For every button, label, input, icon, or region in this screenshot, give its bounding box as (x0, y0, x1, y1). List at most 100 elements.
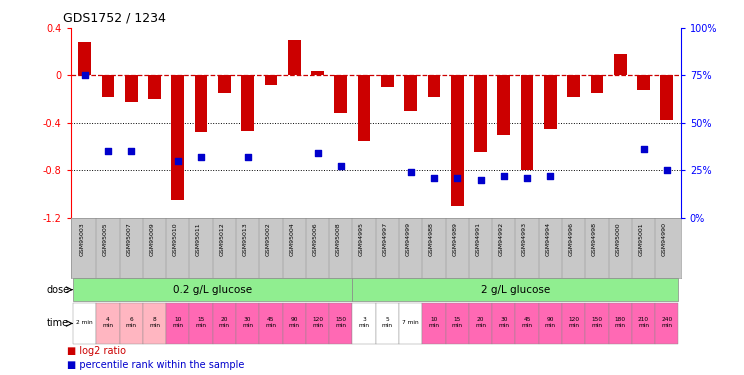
Bar (143, 303, 166, 344)
Text: GSM95000: GSM95000 (615, 222, 620, 256)
Point (195, 154, 207, 160)
Bar (404, 75, 417, 111)
Bar (148, 75, 161, 99)
Bar (655, 303, 679, 344)
Text: 0.2 g/L glucose: 0.2 g/L glucose (173, 285, 252, 295)
Bar (498, 75, 510, 135)
Text: ■ percentile rank within the sample: ■ percentile rank within the sample (67, 360, 244, 369)
Text: time: time (47, 318, 69, 328)
Text: GSM95003: GSM95003 (80, 222, 85, 256)
Bar (260, 303, 283, 344)
Text: 10
min: 10 min (429, 317, 440, 328)
Bar (637, 75, 650, 90)
Text: 90
min: 90 min (545, 317, 556, 328)
Bar (311, 71, 324, 75)
Text: 90
min: 90 min (289, 317, 300, 328)
Text: 120
min: 120 min (312, 317, 323, 328)
Point (79, 72, 91, 78)
Point (312, 150, 324, 156)
Bar (567, 75, 580, 97)
Text: GSM95005: GSM95005 (103, 222, 108, 256)
Text: GSM95008: GSM95008 (336, 222, 341, 256)
Point (335, 164, 347, 170)
Bar (190, 303, 213, 344)
Bar (236, 303, 260, 344)
Text: 3
min: 3 min (359, 317, 370, 328)
Text: 2 min: 2 min (77, 320, 93, 325)
Text: GSM95002: GSM95002 (266, 222, 271, 256)
Text: 30
min: 30 min (242, 317, 253, 328)
Text: 10
min: 10 min (173, 317, 183, 328)
Text: GSM94998: GSM94998 (592, 222, 597, 256)
Text: GSM94997: GSM94997 (382, 222, 388, 256)
Text: 20
min: 20 min (475, 317, 486, 328)
Bar (399, 303, 423, 344)
Text: 120
min: 120 min (568, 317, 580, 328)
Bar (609, 303, 632, 344)
Bar (120, 303, 143, 344)
Text: 7 min: 7 min (403, 320, 419, 325)
Bar (446, 303, 469, 344)
Point (661, 167, 673, 173)
Bar (591, 75, 603, 93)
Bar (195, 75, 208, 132)
Text: GSM95007: GSM95007 (126, 222, 131, 256)
Text: 4
min: 4 min (103, 317, 113, 328)
Text: GSM95012: GSM95012 (219, 222, 225, 256)
Text: GSM94996: GSM94996 (568, 222, 574, 256)
Text: 150
min: 150 min (591, 317, 603, 328)
Bar (423, 303, 446, 344)
Bar (334, 75, 347, 113)
Bar (451, 75, 464, 206)
Point (102, 148, 114, 154)
Text: dose: dose (46, 285, 69, 295)
Text: 5
min: 5 min (382, 317, 393, 328)
Point (452, 175, 464, 181)
Bar (73, 278, 353, 302)
Bar (586, 303, 609, 344)
Text: GSM94992: GSM94992 (498, 222, 504, 256)
Text: GSM95010: GSM95010 (173, 222, 178, 256)
Bar (492, 303, 516, 344)
Text: GSM94990: GSM94990 (662, 222, 667, 256)
Bar (661, 75, 673, 120)
Text: GSM95013: GSM95013 (243, 222, 248, 256)
Text: GSM94988: GSM94988 (429, 222, 434, 256)
Bar (516, 303, 539, 344)
Text: 6
min: 6 min (126, 317, 137, 328)
Bar (213, 303, 236, 344)
Text: ■ log2 ratio: ■ log2 ratio (67, 346, 126, 356)
Text: 15
min: 15 min (452, 317, 463, 328)
Text: GSM95004: GSM95004 (289, 222, 294, 256)
Bar (306, 303, 329, 344)
Bar (381, 75, 394, 87)
Bar (469, 303, 492, 344)
Text: GSM94995: GSM94995 (359, 222, 364, 256)
Text: 20
min: 20 min (219, 317, 230, 328)
Text: 30
min: 30 min (498, 317, 510, 328)
Text: GSM95006: GSM95006 (312, 222, 318, 256)
Bar (78, 42, 91, 75)
Bar (544, 75, 557, 129)
Text: 2 g/L glucose: 2 g/L glucose (481, 285, 550, 295)
Bar (125, 75, 138, 102)
Point (498, 173, 510, 179)
Text: GSM94994: GSM94994 (545, 222, 551, 256)
Bar (265, 75, 278, 85)
Bar (632, 303, 655, 344)
Text: 210
min: 210 min (638, 317, 649, 328)
Bar (358, 75, 371, 141)
Text: 180
min: 180 min (615, 317, 626, 328)
Text: GDS1752 / 1234: GDS1752 / 1234 (63, 11, 166, 24)
Bar (329, 303, 353, 344)
Bar (73, 303, 96, 344)
Text: 8
min: 8 min (149, 317, 160, 328)
Point (638, 146, 650, 152)
Text: 240
min: 240 min (661, 317, 673, 328)
Text: GSM94999: GSM94999 (405, 222, 411, 256)
Bar (96, 303, 120, 344)
Point (521, 175, 533, 181)
Text: GSM95001: GSM95001 (638, 222, 644, 256)
Bar (474, 75, 487, 152)
Bar (376, 303, 399, 344)
